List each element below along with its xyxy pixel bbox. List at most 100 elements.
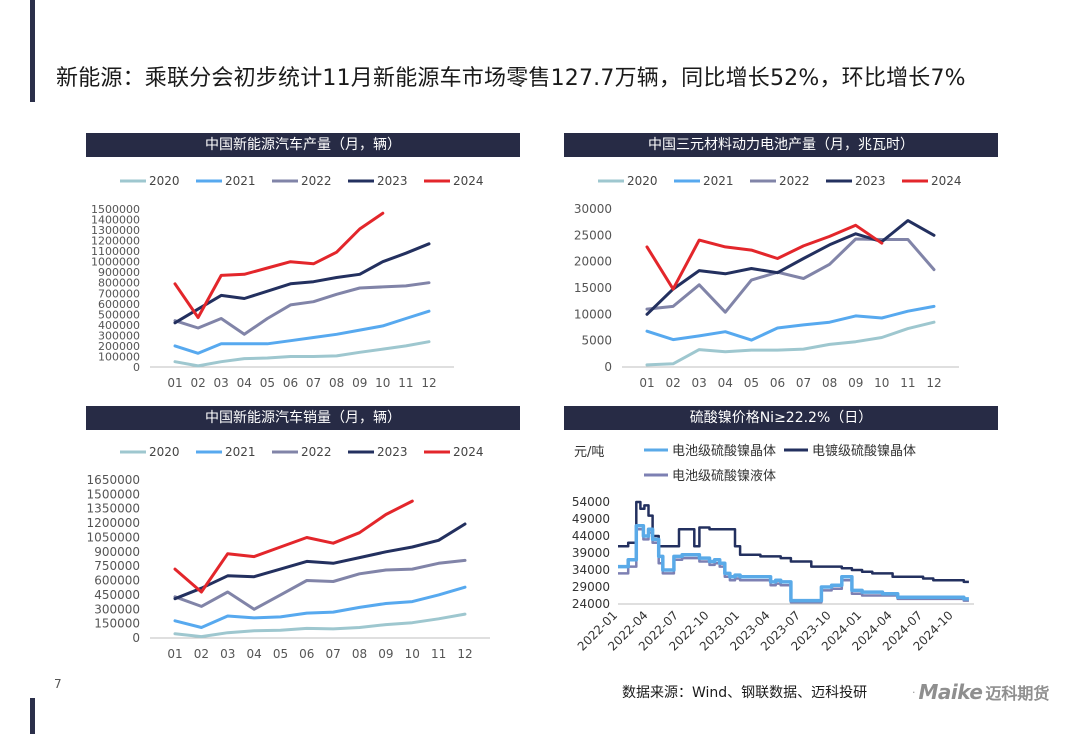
unit-label: 元/吨 <box>574 445 604 460</box>
y-tick-label: 750000 <box>94 559 140 573</box>
y-tick-label: 450000 <box>94 588 140 602</box>
x-tick-label: 01 <box>167 376 182 390</box>
y-tick-label: 1650000 <box>87 473 140 487</box>
x-tick-label: 09 <box>848 376 863 390</box>
legend-label-2022: 2022 <box>301 174 332 188</box>
x-tick-label: 12 <box>457 647 472 661</box>
y-tick-label: 300000 <box>98 329 140 342</box>
x-tick-label: 11 <box>431 647 446 661</box>
chart-canvas: 2020 2021 2022 2023 2024 01000002000003000004… <box>91 174 484 390</box>
x-tick-label: 04 <box>718 376 733 390</box>
chart-title: 中国三元材料动力电池产量（月，兆瓦时） <box>564 133 998 157</box>
x-tick-label: 11 <box>398 376 413 390</box>
x-tick-label: 03 <box>214 376 229 390</box>
series-line-2021 <box>645 304 936 342</box>
legend-label-2020: 2020 <box>627 174 658 188</box>
legend-label-2024: 2024 <box>453 445 484 459</box>
data-source-note: 数据来源：Wind、钢联数据、迈科投研 <box>622 685 868 701</box>
legend-label-2024: 2024 <box>931 174 962 188</box>
legend-label-2024: 2024 <box>453 174 484 188</box>
x-tick-label: 09 <box>352 376 367 390</box>
page-number: 7 <box>54 677 62 691</box>
y-tick-label: 1050000 <box>87 530 140 544</box>
y-tick-label: 1200000 <box>87 516 140 530</box>
y-tick-label: 300000 <box>94 602 140 616</box>
x-tick-label: 05 <box>260 376 275 390</box>
x-tick-label: 03 <box>220 647 235 661</box>
y-tick-label: 1500000 <box>87 487 140 501</box>
x-tick-label: 07 <box>796 376 811 390</box>
legend-label: 电池级硫酸镍晶体 <box>672 444 776 459</box>
y-tick-label: 24000 <box>572 597 610 611</box>
legend-label-2023: 2023 <box>855 174 886 188</box>
series-line-2023 <box>173 242 431 325</box>
x-tick-label: 04 <box>237 376 252 390</box>
series-line-2024 <box>173 499 414 594</box>
series-line-2024 <box>645 223 884 291</box>
series-line-2020 <box>645 320 936 367</box>
legend-label-2022: 2022 <box>301 445 332 459</box>
chart-nev-sales: 中国新能源汽车销量（月，辆） 2020 2021 2022 2023 2024 0 1500… <box>86 406 520 668</box>
y-tick-label: 800000 <box>98 277 140 290</box>
series-line-2021 <box>173 585 467 629</box>
x-tick-label: 10 <box>375 376 390 390</box>
x-tick-label: 02 <box>194 647 209 661</box>
accent-bar-bottom <box>30 698 35 734</box>
logo-cn: 迈科期货 <box>985 684 1050 703</box>
x-tick-label: 06 <box>770 376 785 390</box>
y-tick-label: 0 <box>132 631 140 645</box>
series-line-2023 <box>645 219 936 316</box>
x-tick-label: 12 <box>926 376 941 390</box>
legend-label-2021: 2021 <box>225 445 256 459</box>
logo-mark-icon: · <box>912 685 916 699</box>
y-tick-label: 44000 <box>572 529 610 543</box>
legend-label-2023: 2023 <box>377 174 408 188</box>
x-tick-label: 08 <box>822 376 837 390</box>
y-tick-label: 5000 <box>581 334 612 348</box>
x-tick-label: 05 <box>273 647 288 661</box>
y-tick-label: 1100000 <box>91 245 140 258</box>
y-tick-label: 1500000 <box>91 203 140 216</box>
y-tick-label: 30000 <box>574 202 612 216</box>
legend-label-2021: 2021 <box>703 174 734 188</box>
x-tick-label: 06 <box>299 647 314 661</box>
y-tick-label: 100000 <box>98 350 140 363</box>
series-line-2020 <box>173 340 431 368</box>
y-tick-label: 54000 <box>572 495 610 509</box>
x-tick-label: 09 <box>378 647 393 661</box>
series-line <box>618 527 969 604</box>
legend-label-2020: 2020 <box>149 445 180 459</box>
series-line-2021 <box>173 309 431 355</box>
y-tick-label: 400000 <box>98 319 140 332</box>
y-tick-label: 900000 <box>98 266 140 279</box>
logo-latin: Maike <box>918 680 983 704</box>
y-tick-label: 1350000 <box>87 502 140 516</box>
series-line <box>618 524 969 603</box>
chart-canvas: 2020 2021 2022 2023 2024 0 5000 10000 15000 20000… <box>574 174 962 390</box>
y-tick-label: 600000 <box>94 574 140 588</box>
x-tick-label: 10 <box>874 376 889 390</box>
accent-bar-top <box>30 0 35 102</box>
series-line-2022 <box>173 281 431 336</box>
y-tick-label: 600000 <box>98 298 140 311</box>
y-tick-label: 49000 <box>572 512 610 526</box>
y-tick-label: 500000 <box>98 308 140 321</box>
chart-title: 硫酸镍价格Ni≥22.2%（日） <box>564 406 998 430</box>
chart-title: 中国新能源汽车产量（月，辆） <box>86 133 520 157</box>
y-tick-label: 10000 <box>574 307 612 321</box>
y-tick-label: 29000 <box>572 580 610 594</box>
x-tick-label: 07 <box>306 376 321 390</box>
y-tick-label: 1000000 <box>91 256 140 269</box>
y-tick-label: 0 <box>133 361 140 374</box>
chart-title: 中国新能源汽车销量（月，辆） <box>86 406 520 430</box>
x-tick-label: 04 <box>246 647 261 661</box>
x-tick-label: 05 <box>744 376 759 390</box>
y-tick-label: 200000 <box>98 340 140 353</box>
y-tick-label: 700000 <box>98 287 140 300</box>
chart-nickel-sulfate: 硫酸镍价格Ni≥22.2%（日） 元/吨 电池级硫酸镍晶体 电镀级硫酸镍晶体 电池级硫… <box>564 406 998 668</box>
y-tick-label: 150000 <box>94 617 140 631</box>
y-tick-label: 15000 <box>574 281 612 295</box>
brand-logo: · Maike 迈科期货 <box>912 680 1049 704</box>
y-tick-label: 20000 <box>574 255 612 269</box>
y-tick-label: 1300000 <box>91 224 140 237</box>
